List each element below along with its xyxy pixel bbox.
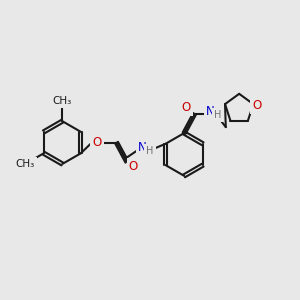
Text: O: O	[182, 101, 191, 114]
Text: O: O	[93, 136, 102, 149]
Text: O: O	[252, 99, 262, 112]
Text: H: H	[146, 146, 154, 156]
Text: O: O	[129, 160, 138, 173]
Text: H: H	[214, 110, 221, 120]
Text: CH₃: CH₃	[53, 96, 72, 106]
Text: CH₃: CH₃	[16, 159, 35, 169]
Text: N: N	[206, 105, 215, 118]
Text: N: N	[138, 141, 147, 154]
